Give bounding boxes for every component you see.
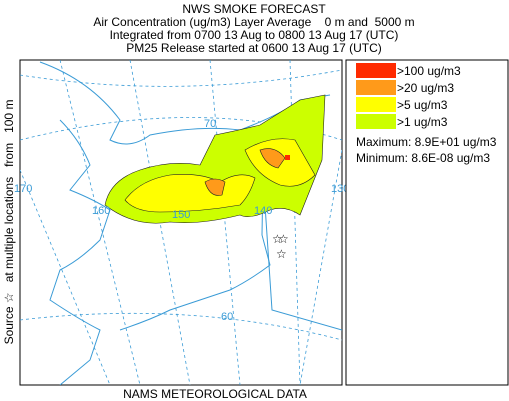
subtitle: PM25 Release started at 0600 13 Aug 17 (… bbox=[126, 41, 381, 55]
legend-label: >100 ug/m3 bbox=[397, 64, 461, 78]
map: ☆ ☆ ☆ 170 160 150 140 130 70 60 bbox=[14, 59, 349, 386]
smoke-plume bbox=[204, 178, 226, 196]
map-label: 60 bbox=[221, 311, 233, 323]
legend-swatch bbox=[356, 97, 396, 112]
map-label: 170 bbox=[14, 183, 32, 195]
map-label: 150 bbox=[172, 209, 190, 221]
legend-minimum: Minimum: 8.6E-08 ug/m3 bbox=[356, 151, 490, 165]
grid-line bbox=[20, 312, 342, 341]
grid-line bbox=[209, 60, 241, 385]
legend-swatch bbox=[356, 114, 396, 129]
map-label: 160 bbox=[92, 205, 110, 217]
map-label: 130 bbox=[331, 183, 349, 195]
legend-maximum: Maximum: 8.9E+01 ug/m3 bbox=[356, 135, 497, 149]
grid-line bbox=[20, 69, 342, 87]
source-marker: ☆ bbox=[276, 247, 287, 261]
subtitle: Air Concentration (ug/m3) Layer Average … bbox=[93, 15, 414, 29]
legend-label: >5 ug/m3 bbox=[397, 98, 448, 112]
smoke-plume bbox=[259, 148, 286, 169]
map-label: 140 bbox=[254, 205, 272, 217]
grid-line bbox=[129, 60, 191, 385]
side-label: Source ☆ at multiple locations from 100 … bbox=[2, 100, 16, 345]
map-label: 70 bbox=[204, 118, 216, 130]
border bbox=[262, 174, 342, 331]
source-marker: ☆ bbox=[272, 232, 283, 246]
title: NWS SMOKE FORECAST bbox=[182, 2, 326, 16]
source-marker: ☆ bbox=[278, 232, 289, 246]
legend: >100 ug/m3 >20 ug/m3 >5 ug/m3 >1 ug/m3 Maxi… bbox=[345, 59, 509, 386]
grid-line bbox=[299, 149, 342, 385]
grid-line bbox=[59, 60, 141, 385]
legend-label: >1 ug/m3 bbox=[397, 115, 448, 129]
legend-swatch bbox=[356, 63, 396, 78]
subtitle: Integrated from 0700 13 Aug to 0800 13 A… bbox=[110, 28, 399, 42]
smoke-plume bbox=[285, 155, 290, 160]
grid-line bbox=[20, 169, 111, 385]
legend-label: >20 ug/m3 bbox=[397, 81, 454, 95]
footer: NAMS METEOROLOGICAL DATA bbox=[123, 387, 307, 401]
legend-swatch bbox=[356, 80, 396, 95]
coastline bbox=[39, 61, 331, 385]
